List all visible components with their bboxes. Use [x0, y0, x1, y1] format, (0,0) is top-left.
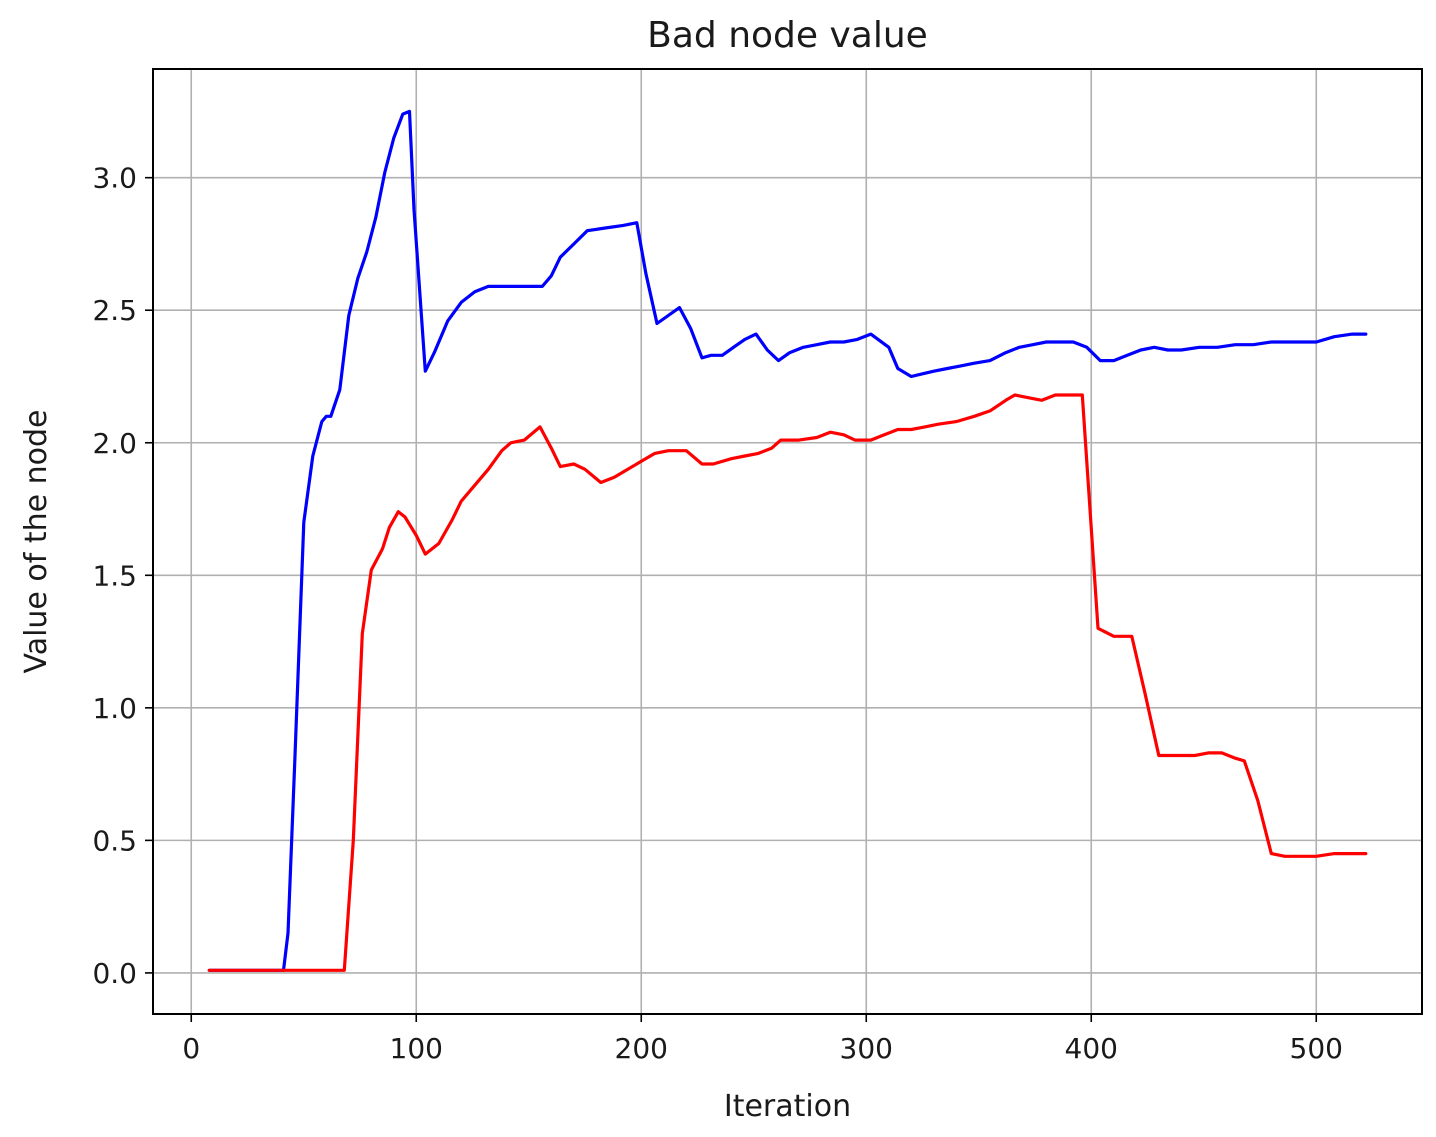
x-tick-label: 300 — [840, 1032, 893, 1065]
y-tick-label: 2.0 — [92, 427, 137, 460]
y-tick-label: 1.0 — [92, 692, 137, 725]
ticks: 0 100 200 300 400 500 0.0 0.5 1.0 1.5 2.0 2.5 3.0 — [92, 162, 1343, 1065]
x-tick-label: 0 — [182, 1032, 200, 1065]
series-layer — [207, 109, 1368, 972]
series-line-2 — [207, 393, 1368, 972]
y-tick-label: 1.5 — [92, 559, 137, 592]
chart-title: Bad node value — [647, 15, 928, 56]
y-tick-label: 0.5 — [92, 824, 137, 857]
x-tick-label: 500 — [1290, 1032, 1343, 1065]
x-tick-label: 400 — [1065, 1032, 1118, 1065]
plot-frame — [152, 68, 1423, 1015]
y-tick-label: 2.5 — [92, 294, 137, 327]
y-tick-label: 3.0 — [92, 162, 137, 195]
x-tick-label: 100 — [390, 1032, 443, 1065]
x-axis-label: Iteration — [724, 1089, 851, 1124]
y-tick-label: 0.0 — [92, 957, 137, 990]
y-axis-label: Value of the node — [19, 409, 54, 673]
x-tick-label: 200 — [615, 1032, 668, 1065]
series-line-1 — [207, 109, 1368, 972]
